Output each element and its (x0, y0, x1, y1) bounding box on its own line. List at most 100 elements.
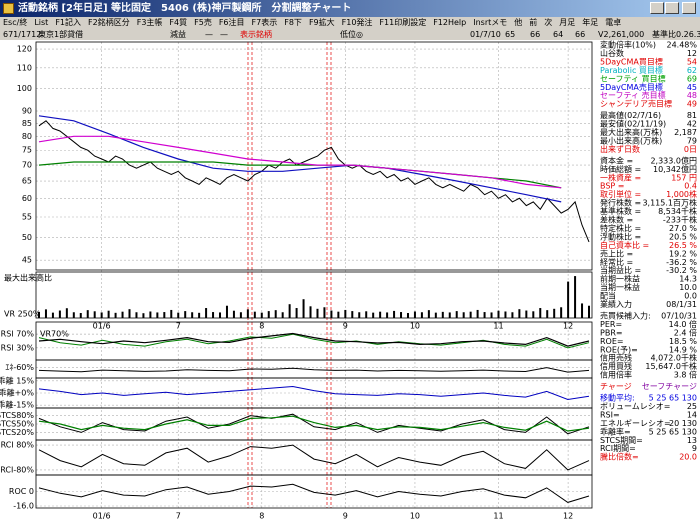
menu-item[interactable]: F9拡大 (308, 18, 335, 27)
stat-value: 9 (692, 444, 697, 453)
chart-area: 120 110 100 90 85 80 75 70 65 60 55 50 45 01/6 01/6 7 7 8… (0, 40, 700, 525)
volume-bar (142, 313, 145, 318)
series-line (38, 333, 590, 349)
volume-bar (86, 310, 89, 318)
stat-label: 最高値(02/7/16) (600, 110, 661, 120)
y-tick-label: 乖離-15% (0, 400, 34, 410)
stat-value: 3.8 倍 (674, 370, 697, 380)
menu-item[interactable]: List (34, 18, 49, 27)
volume-bar (135, 312, 138, 318)
menu-item[interactable]: 月足 (559, 18, 576, 27)
stat-value: 26.5 % (669, 241, 697, 250)
series-line (38, 120, 590, 243)
y-tick-label: 60 (22, 194, 32, 203)
volume-bar (469, 311, 472, 318)
stat-label: ボリュームレシオ= (600, 402, 670, 411)
stat-label: 取引単位 = (600, 189, 641, 199)
volume-bar (337, 311, 340, 318)
y-tick-label: 50 (22, 233, 32, 242)
stat-value: 0.0 (684, 292, 697, 301)
volume-bar (58, 310, 61, 318)
menu-item[interactable]: F5売 (194, 18, 212, 27)
y-tick-label: RSI 30% (1, 343, 35, 352)
menu-item[interactable]: F10発注 (341, 18, 373, 27)
window-title: 活動銘柄 [2年日足] 等比固定 5406 (株)神戸製鋼所 分割調整チャート (18, 3, 352, 14)
menu-item[interactable]: 前 (529, 18, 538, 27)
stat-label: 自己資本比 = (600, 240, 649, 250)
volume-bar (448, 312, 451, 318)
stat-value: 42 (687, 120, 697, 129)
x-tick-label: 01/6 (93, 322, 111, 331)
volume-bar (274, 310, 277, 318)
volume-bar (212, 312, 215, 318)
menu-item[interactable]: 年足 (582, 18, 599, 27)
info-text: 65 (505, 30, 516, 39)
x-tick-label: 8 (259, 512, 264, 521)
x-tick-label: 12 (563, 322, 573, 331)
menu-item[interactable]: 次 (544, 18, 553, 27)
y-tick-label: RCI-80% (0, 465, 34, 474)
menu-item[interactable]: Esc/終 (3, 18, 28, 27)
series-line (38, 385, 590, 401)
stat-value: -30.2 % (666, 266, 697, 275)
stat-value: 2.4 倍 (674, 327, 697, 337)
volume-bar (588, 305, 590, 318)
y-tick-label: 65 (22, 177, 32, 186)
menu-item[interactable]: F11印刷設定 (379, 18, 427, 27)
stat-label: 出来ず日数 (600, 144, 640, 154)
menu-item[interactable]: F12Help (433, 18, 467, 27)
stat-label: 5DayCMA売目標 (600, 82, 663, 92)
event-lines (247, 42, 332, 508)
series-line (38, 115, 562, 203)
menu-item[interactable]: 電卓 (605, 18, 622, 27)
stat-label: 山谷数 (600, 48, 624, 58)
stat-value: 18.5 % (669, 337, 697, 346)
menu-item[interactable]: 他 (514, 18, 523, 27)
volume-bar (539, 308, 542, 318)
menu-item[interactable]: F6注目 (218, 18, 245, 27)
menu-item[interactable]: F1記入 (55, 18, 82, 27)
maximize-button[interactable] (665, 2, 679, 14)
menu-item[interactable]: F3主帳 (136, 18, 163, 27)
y-tick-label: STCS50% (0, 420, 34, 429)
y-tick-label: STCS80% (0, 411, 34, 420)
info-text: V2,261,000 (598, 30, 645, 39)
info-text: — (205, 30, 213, 39)
menu-item[interactable]: F4質 (169, 18, 188, 27)
volume-bar (441, 311, 444, 318)
stat-value: 0.4 (684, 182, 697, 191)
y-tick-label: ROC 0 (9, 487, 34, 496)
x-tick-label: 9 (343, 322, 348, 331)
volume-bar (406, 313, 409, 318)
stat-label: 移動平均: (600, 393, 635, 403)
volume-bar (567, 281, 570, 318)
info-text: — (220, 30, 228, 39)
menu-item[interactable]: Insrtメモ (473, 18, 508, 27)
y-tick-label: 80 (22, 132, 32, 141)
y-tick-label: 100 (17, 84, 32, 93)
close-button[interactable] (682, 2, 696, 14)
volume-bar (232, 310, 235, 318)
volume-bar (420, 312, 423, 318)
volume-bar (351, 311, 354, 318)
volume-bar (93, 311, 96, 318)
stat-label: チャージ (600, 382, 632, 391)
series-line (38, 135, 562, 189)
volume-bar (490, 312, 493, 318)
menu-item[interactable]: F7表示 (251, 18, 278, 27)
menu-item[interactable]: F8下 (284, 18, 302, 27)
x-tick-label: 9 (343, 512, 348, 521)
menu-item[interactable]: F2銘柄区分 (88, 18, 130, 27)
app-icon (3, 3, 14, 14)
volume-bar (205, 308, 208, 318)
y-tick-label: 85 (22, 119, 32, 128)
volume-bar (128, 309, 131, 318)
stat-value: 10.0 (679, 283, 697, 292)
stat-value: 1,000株 (666, 189, 697, 199)
stat-label: 当期益比 = (600, 265, 641, 275)
volume-bar (65, 308, 68, 318)
info-text: 基準比0.26.3 (652, 30, 700, 39)
x-tick-label: 8 (259, 322, 264, 331)
minimize-button[interactable] (650, 2, 664, 14)
